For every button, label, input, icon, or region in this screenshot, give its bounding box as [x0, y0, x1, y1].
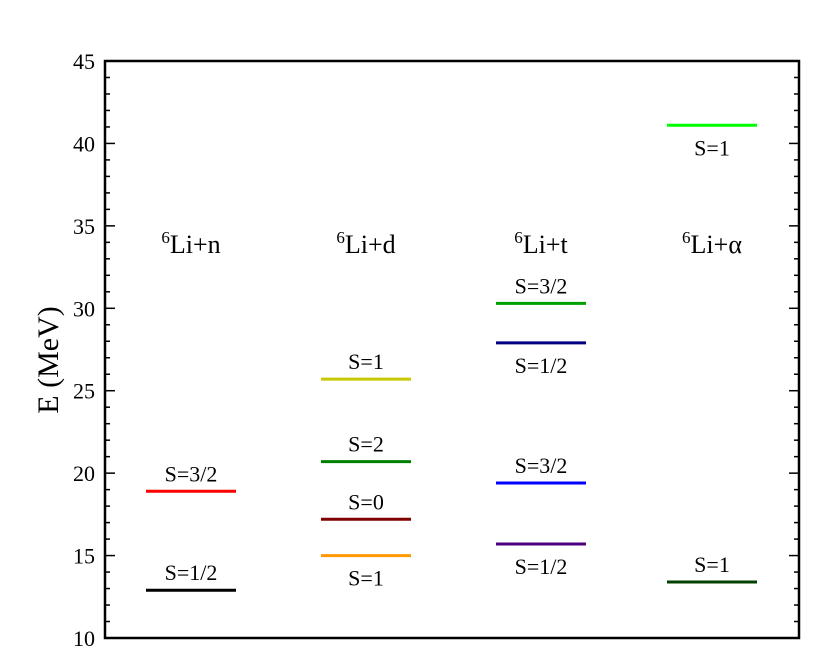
plot-frame	[103, 59, 801, 640]
y-axis-label: E (MeV)	[32, 306, 65, 413]
channel-label: 6Li+d	[336, 228, 395, 259]
y-tick-label: 25	[73, 379, 95, 404]
channel-label: 6Li+α	[682, 228, 742, 259]
spin-label: S=3/2	[165, 461, 218, 486]
channel-group: 6Li+t S=3/2 S=1/2 S=3/2 S=1/2	[496, 228, 586, 579]
channel-label: 6Li+t	[514, 228, 568, 259]
channel-label-text: Li+α	[691, 230, 743, 259]
channel-label-text: Li+d	[345, 230, 396, 259]
tick-marks	[105, 60, 799, 639]
y-tick-label: 30	[73, 296, 95, 321]
y-tick-label: 35	[73, 214, 95, 239]
spin-label: S=1	[694, 552, 730, 577]
spin-label: S=1/2	[515, 353, 568, 378]
spin-label: S=1	[694, 135, 730, 160]
y-tick-label: 40	[73, 131, 95, 156]
spin-label: S=0	[348, 489, 384, 514]
channel-group: 6Li+α S=1 S=1	[667, 123, 757, 584]
channel-label-superscript: 6	[514, 228, 523, 247]
spin-label: S=1/2	[165, 560, 218, 585]
channel-label-superscript: 6	[161, 228, 170, 247]
channel-label-text: Li+n	[170, 230, 221, 259]
y-tick-labels: 10 15 20 25 30 35 40 45	[73, 49, 95, 651]
y-tick-label: 10	[73, 626, 95, 651]
channel-label: 6Li+n	[161, 228, 220, 259]
y-tick-label: 20	[73, 461, 95, 486]
spin-label: S=1	[348, 349, 384, 374]
spin-label: S=3/2	[515, 273, 568, 298]
channel-label-superscript: 6	[682, 228, 691, 247]
channel-groups: 6Li+nS=3/2S=1/26Li+dS=1S=2S=0S=16Li+tS=3…	[146, 123, 757, 592]
spin-label: S=3/2	[515, 453, 568, 478]
y-tick-label: 15	[73, 544, 95, 569]
spin-label: S=1/2	[515, 554, 568, 579]
channel-group: 6Li+n S=3/2 S=1/2	[146, 228, 236, 592]
spin-label: S=1	[348, 566, 384, 591]
spin-label: S=2	[348, 432, 384, 457]
y-tick-label: 45	[73, 49, 95, 74]
channel-label-text: Li+t	[523, 230, 569, 259]
channel-label-superscript: 6	[336, 228, 345, 247]
channel-group: 6Li+d S=1 S=2 S=0 S=1	[321, 228, 411, 591]
